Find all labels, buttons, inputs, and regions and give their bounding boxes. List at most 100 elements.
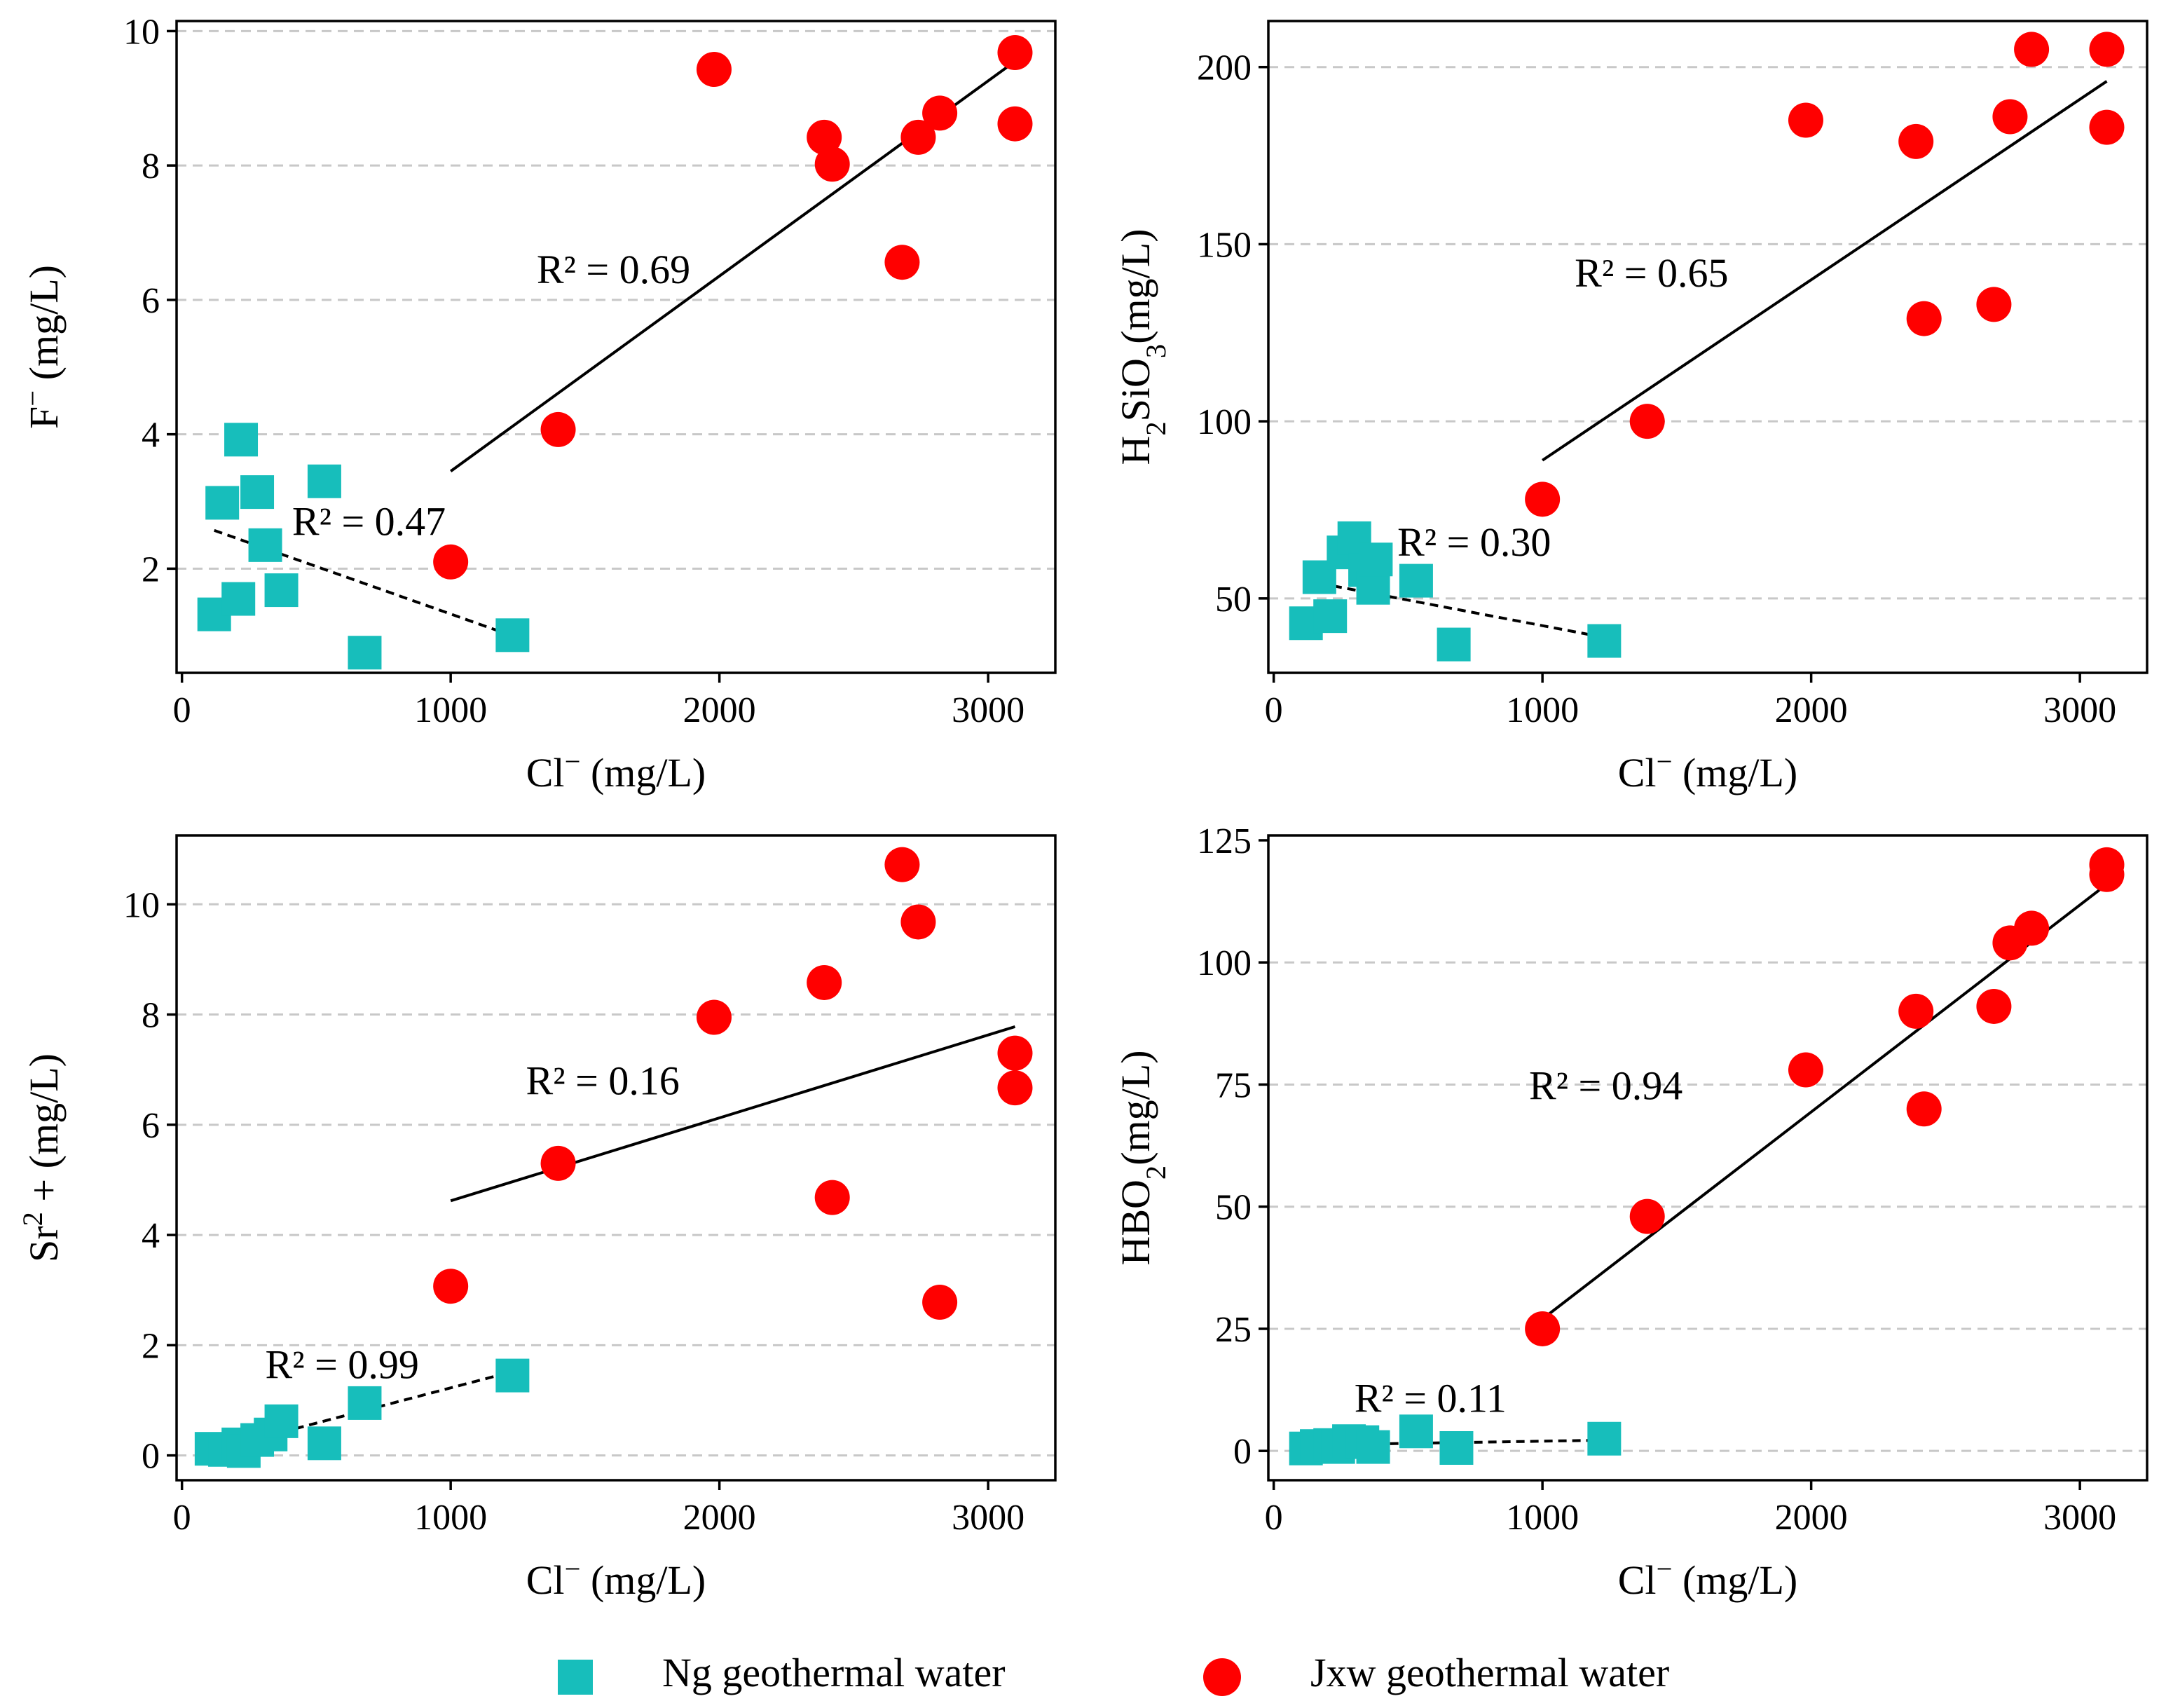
ng-point (348, 1386, 382, 1420)
r2-label: R² = 0.69 (537, 247, 690, 292)
x-tick-label: 2000 (683, 690, 756, 730)
x-tick-label: 2000 (1775, 1498, 1848, 1538)
jxw-point (2089, 856, 2125, 892)
y-tick-label: 6 (142, 281, 160, 321)
y-tick-label: 150 (1197, 225, 1252, 265)
r2-label: R² = 0.30 (1397, 519, 1551, 565)
fit-line (214, 528, 514, 638)
panel-f: R² = 0.47 R² = 0.69 0 1000 2000 3000 2 4 6 8 10 Cl−… (17, 12, 1057, 796)
r2-label: R² = 0.16 (526, 1058, 680, 1104)
jxw-point (814, 146, 850, 182)
y-tick-label: 0 (142, 1437, 160, 1477)
jxw-point (2089, 32, 2125, 67)
ng-point (1313, 599, 1348, 634)
y-tick-label: 75 (1215, 1065, 1252, 1105)
y-tick-label: 8 (142, 146, 160, 186)
y-tick-label: 10 (123, 885, 160, 925)
jxw-point (2089, 109, 2125, 145)
y-tick-label: 200 (1197, 48, 1252, 88)
axes-frame (175, 20, 1057, 674)
jxw-point (807, 119, 842, 155)
jxw-point (1525, 1311, 1561, 1346)
y-tick-label: 125 (1197, 821, 1252, 861)
axes-frame (175, 834, 1057, 1482)
x-tick-label: 0 (1265, 690, 1283, 730)
ng-point (307, 464, 341, 498)
fit-line (1305, 579, 1605, 639)
ng-point (248, 528, 282, 562)
x-tick-label: 2000 (1775, 690, 1848, 730)
jxw-point (814, 1180, 850, 1215)
x-axis-label: Cl− (mg/L) (1618, 1553, 1798, 1604)
jxw-point (540, 411, 576, 447)
jxw-point (1898, 123, 1934, 159)
jxw-point (2014, 910, 2050, 946)
r2-label: R² = 0.11 (1355, 1375, 1507, 1421)
ng-point (495, 1358, 530, 1393)
jxw-point (1906, 1091, 1942, 1127)
jxw-point (1788, 102, 1823, 138)
axes-frame (1267, 834, 2148, 1482)
x-axis-label: Cl− (mg/L) (1618, 746, 1798, 796)
y-tick-label: 2 (142, 1326, 160, 1366)
jxw-point (884, 847, 920, 882)
x-axis-label: Cl− (mg/L) (526, 746, 706, 796)
y-tick-label: 0 (1233, 1432, 1252, 1472)
x-tick-label: 2000 (683, 1498, 756, 1538)
fit-line (1542, 80, 2108, 462)
ng-point (1356, 1430, 1390, 1464)
jxw-point (1629, 1198, 1665, 1234)
jxw-point (922, 1285, 958, 1320)
jxw-point (1992, 99, 2028, 135)
x-tick-label: 0 (173, 690, 191, 730)
jxw-point (1906, 301, 1942, 336)
y-tick-label: 50 (1215, 580, 1252, 620)
ng-point (264, 573, 299, 608)
legend-ng-marker (558, 1660, 593, 1695)
jxw-point (997, 1070, 1033, 1106)
jxw-point (1976, 287, 2012, 322)
jxw-point (900, 119, 936, 155)
ng-point (264, 1404, 299, 1438)
ng-point (1399, 1414, 1433, 1449)
ng-point (495, 618, 530, 653)
ng-point (1437, 627, 1471, 662)
panel-sr: R² = 0.99 R² = 0.16 0 1000 2000 3000 0 2 4 6 8 10 Cl… (17, 834, 1057, 1604)
ng-point (1587, 1421, 1622, 1456)
ng-point (1359, 542, 1393, 577)
jxw-point (2014, 32, 2050, 67)
y-tick-label: 100 (1197, 943, 1252, 983)
y-axis-label: Sr2 + (mg/L) (17, 1053, 67, 1262)
jxw-point (900, 904, 936, 940)
panel-hbo2: R² = 0.11 R² = 0.94 0 1000 2000 3000 0 25 50 75 10… (1113, 821, 2148, 1604)
ng-point (348, 636, 382, 670)
jxw-point (1788, 1052, 1823, 1088)
jxw-point (922, 95, 958, 131)
ng-point (205, 486, 240, 520)
r2-label: R² = 0.99 (266, 1342, 419, 1388)
x-tick-label: 0 (173, 1498, 191, 1538)
y-tick-label: 25 (1215, 1310, 1252, 1350)
y-axis-label: HBO2(mg/L) (1113, 1050, 1172, 1265)
x-tick-label: 3000 (952, 690, 1024, 730)
jxw-point (696, 999, 732, 1035)
legend-ng-label: Ng geothermal water (662, 1650, 1006, 1695)
x-tick-label: 1000 (1506, 690, 1579, 730)
y-axis-label: F− (mg/L) (17, 265, 67, 429)
fit-line (450, 1025, 1016, 1203)
panel-h2sio3: R² = 0.30 R² = 0.65 0 1000 2000 3000 50 100 150 2… (1113, 20, 2148, 796)
jxw-point (997, 106, 1033, 142)
jxw-point (807, 964, 842, 1000)
jxw-point (1525, 481, 1561, 517)
x-axis-label: Cl− (mg/L) (526, 1553, 706, 1604)
y-axis-label: H2SiO3(mg/L) (1113, 228, 1172, 465)
y-tick-label: 6 (142, 1106, 160, 1146)
ng-point (224, 423, 259, 457)
ng-point (1439, 1431, 1474, 1465)
jxw-point (997, 1035, 1033, 1071)
y-tick-label: 8 (142, 996, 160, 1036)
x-tick-label: 3000 (2043, 690, 2116, 730)
r2-label: R² = 0.47 (292, 498, 446, 544)
x-tick-label: 1000 (414, 1498, 487, 1538)
x-tick-label: 3000 (952, 1498, 1024, 1538)
